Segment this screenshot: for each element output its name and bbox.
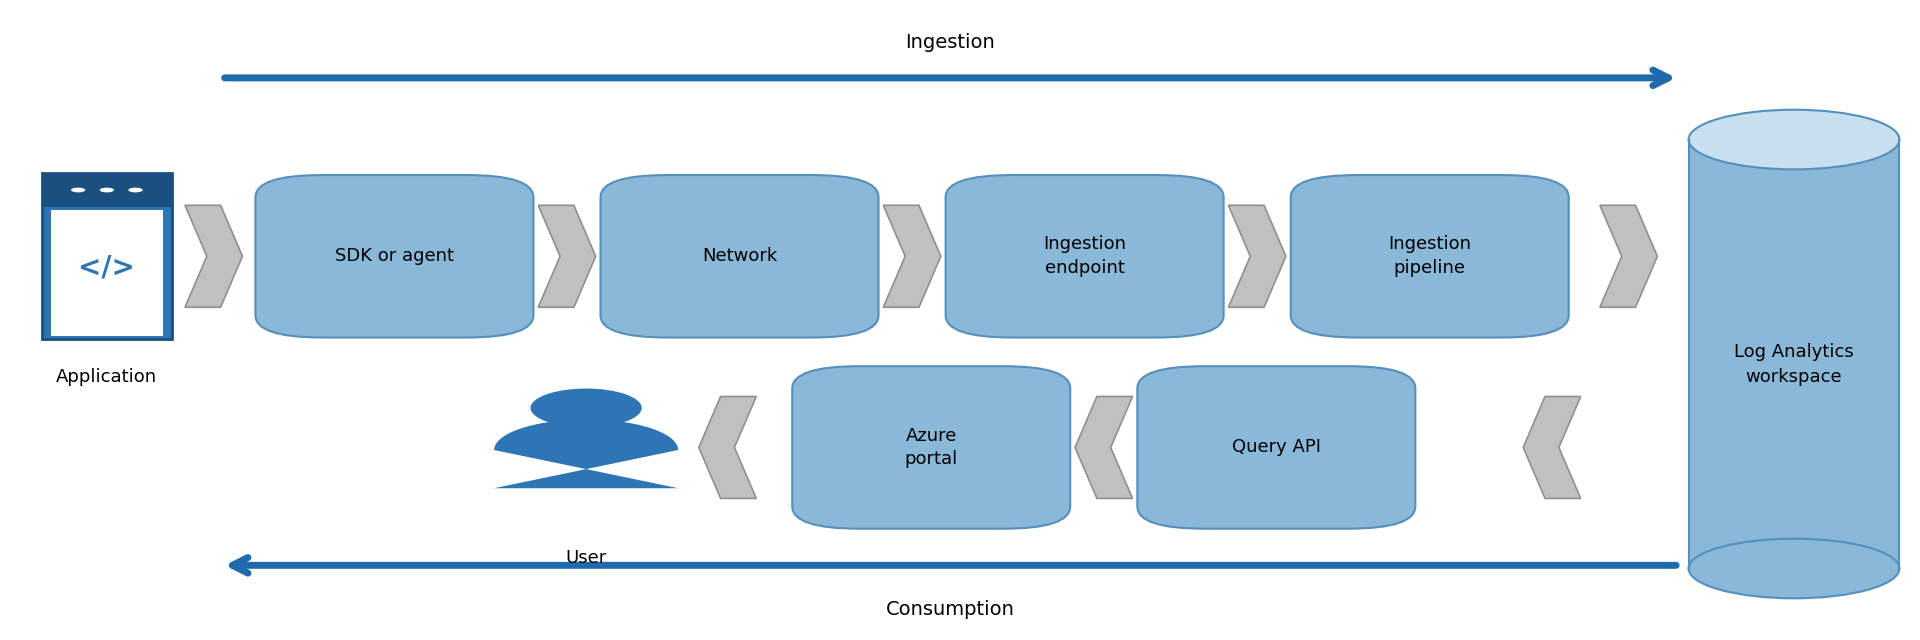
Polygon shape xyxy=(883,205,941,307)
Bar xyxy=(1688,140,1899,568)
Text: Ingestion
endpoint: Ingestion endpoint xyxy=(1043,236,1127,277)
Text: Query API: Query API xyxy=(1233,438,1321,456)
Text: SDK or agent: SDK or agent xyxy=(334,247,453,265)
Text: Ingestion: Ingestion xyxy=(906,33,995,52)
Polygon shape xyxy=(1075,396,1133,499)
Text: </>: </> xyxy=(79,254,134,282)
Circle shape xyxy=(129,188,142,193)
Bar xyxy=(42,173,173,207)
Text: Azure
portal: Azure portal xyxy=(904,427,958,468)
Circle shape xyxy=(100,188,113,193)
Polygon shape xyxy=(538,205,595,307)
Text: Ingestion
pipeline: Ingestion pipeline xyxy=(1388,236,1471,277)
Ellipse shape xyxy=(1688,539,1899,598)
FancyBboxPatch shape xyxy=(793,366,1069,529)
Ellipse shape xyxy=(530,388,641,428)
Text: Network: Network xyxy=(703,247,778,265)
Polygon shape xyxy=(699,396,756,499)
Polygon shape xyxy=(1229,205,1286,307)
Polygon shape xyxy=(1599,205,1657,307)
Polygon shape xyxy=(1523,396,1580,499)
FancyBboxPatch shape xyxy=(601,175,879,337)
Text: Application: Application xyxy=(56,368,157,386)
Bar xyxy=(50,210,163,336)
FancyBboxPatch shape xyxy=(1290,175,1569,337)
FancyBboxPatch shape xyxy=(255,175,534,337)
FancyBboxPatch shape xyxy=(1137,366,1415,529)
Ellipse shape xyxy=(1688,109,1899,170)
Polygon shape xyxy=(184,205,242,307)
Polygon shape xyxy=(493,419,678,488)
Text: Consumption: Consumption xyxy=(885,600,1016,620)
Circle shape xyxy=(71,188,84,193)
FancyBboxPatch shape xyxy=(947,175,1223,337)
FancyBboxPatch shape xyxy=(42,173,173,339)
Text: Log Analytics
workspace: Log Analytics workspace xyxy=(1734,343,1855,386)
Text: User: User xyxy=(566,549,607,568)
